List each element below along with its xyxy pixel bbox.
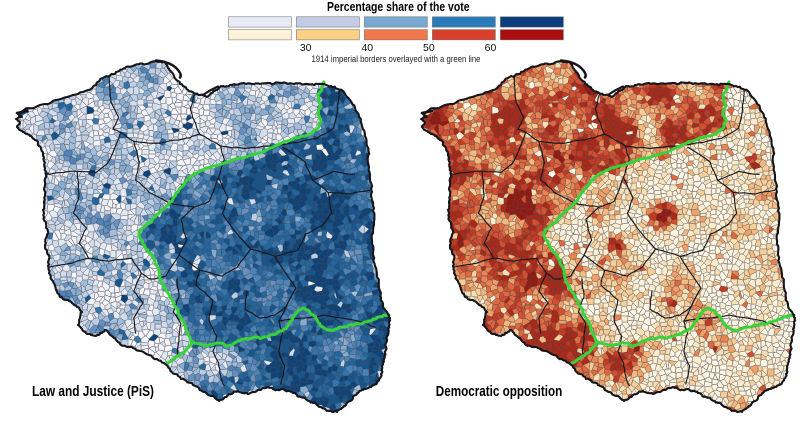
svg-text:1914 imperial borders overlaye: 1914 imperial borders overlayed with a g… bbox=[312, 54, 481, 64]
svg-text:Percentage share of the vote: Percentage share of the vote bbox=[327, 0, 470, 14]
svg-text:60: 60 bbox=[485, 42, 497, 54]
svg-text:50: 50 bbox=[423, 42, 435, 54]
svg-text:30: 30 bbox=[300, 42, 312, 54]
svg-text:Democratic opposition: Democratic opposition bbox=[436, 384, 563, 400]
svg-text:Law and Justice (PiS): Law and Justice (PiS) bbox=[32, 383, 154, 400]
svg-text:40: 40 bbox=[361, 42, 373, 54]
